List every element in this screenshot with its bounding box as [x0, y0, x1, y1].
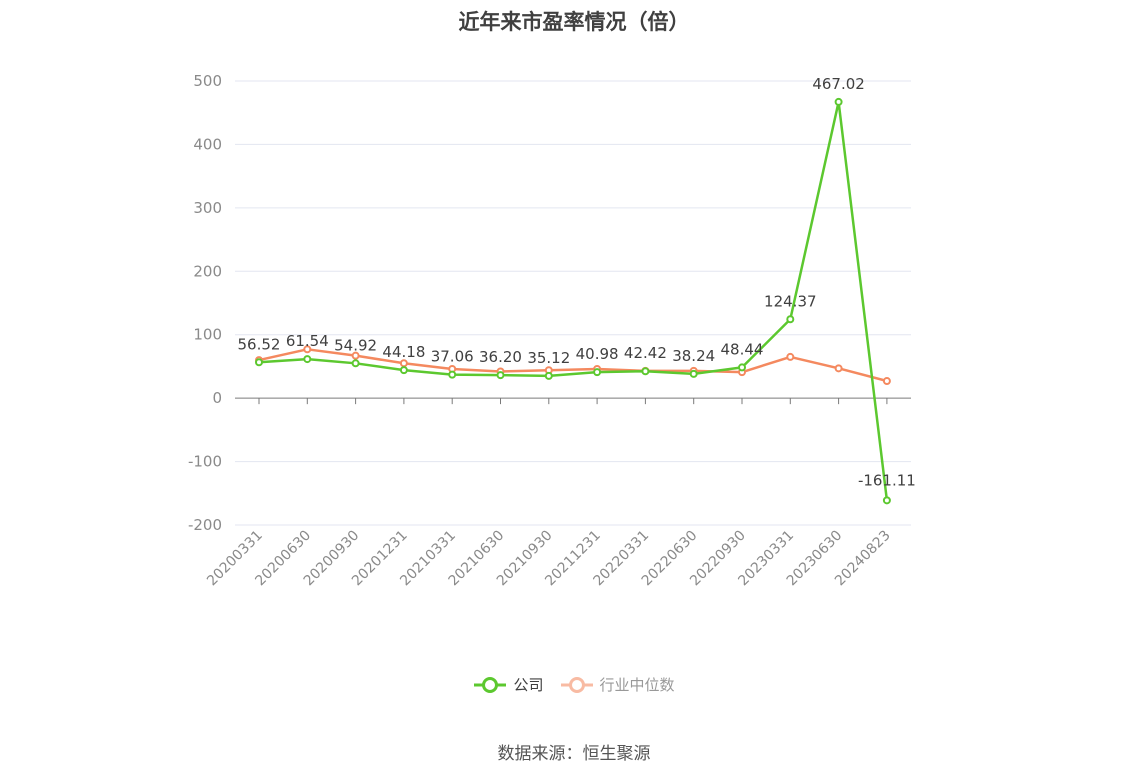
- data-point-company: [689, 369, 698, 378]
- data-point-company: [593, 368, 602, 377]
- y-tick-label: 300: [193, 199, 222, 217]
- legend-label-company: 公司: [513, 676, 544, 694]
- data-point-company: [834, 97, 843, 106]
- legend-item-industry-median[interactable]: 行业中位数: [560, 674, 675, 695]
- data-point-company: [544, 371, 553, 380]
- data-label: 56.52: [238, 335, 281, 353]
- y-tick-label: -100: [188, 453, 222, 471]
- y-tick-label: 500: [193, 72, 222, 90]
- series-line-company: [258, 100, 889, 501]
- data-label: 37.06: [431, 348, 474, 366]
- series-line-industry-median: [258, 348, 888, 383]
- data-label: 61.54: [286, 332, 329, 350]
- data-point-company: [738, 363, 746, 372]
- data-label: 40.98: [576, 345, 619, 363]
- data-point-industry-median: [786, 352, 795, 361]
- data-label: 35.12: [527, 349, 570, 367]
- legend-company-marker-icon: [474, 676, 507, 693]
- grid-lines: [235, 80, 911, 526]
- legend-label-industry-median: 行业中位数: [599, 676, 675, 694]
- data-point-company: [351, 359, 360, 368]
- y-tick-label: 100: [193, 326, 222, 344]
- legend: 公司 行业中位数: [0, 674, 1148, 695]
- chart-title: 近年来市盈率情况（倍）: [458, 10, 690, 34]
- data-label: 36.20: [479, 348, 522, 366]
- y-tick-label: 0: [212, 389, 222, 407]
- y-tick-label: 400: [193, 135, 222, 153]
- data-label: 48.44: [721, 340, 764, 358]
- series-lines: [255, 97, 891, 505]
- data-labels: 56.52 61.54 54.92 44.18 37.06 36.20 35.12 40.98…: [238, 75, 916, 489]
- data-point-company: [882, 496, 891, 505]
- data-point-company: [496, 371, 505, 380]
- data-point-industry-median: [303, 345, 312, 354]
- data-label: 124.37: [764, 292, 817, 310]
- axes: -200-10001002003004005002020033120200630…: [188, 72, 911, 589]
- data-point-industry-median: [351, 351, 360, 360]
- data-label: 44.18: [382, 343, 425, 361]
- data-label: 38.24: [672, 347, 715, 365]
- legend-item-company[interactable]: 公司: [473, 674, 544, 695]
- data-point-company: [399, 366, 408, 375]
- data-label: -161.11: [858, 471, 916, 489]
- y-tick-label: -200: [188, 516, 222, 534]
- data-point-company: [786, 315, 795, 324]
- data-point-company: [303, 355, 312, 364]
- y-tick-label: 200: [193, 262, 222, 280]
- source-note: 数据来源：恒生聚源: [497, 744, 651, 764]
- data-point-company: [641, 367, 650, 376]
- data-point-company: [448, 370, 457, 379]
- data-point-industry-median: [882, 377, 891, 386]
- data-point-industry-median: [834, 364, 843, 373]
- data-label: 42.42: [624, 344, 667, 362]
- data-label: 467.02: [812, 75, 865, 93]
- legend-industry-marker-icon: [560, 676, 593, 693]
- data-point-company: [255, 358, 263, 367]
- data-point-industry-median: [399, 359, 408, 368]
- data-label: 54.92: [334, 336, 377, 354]
